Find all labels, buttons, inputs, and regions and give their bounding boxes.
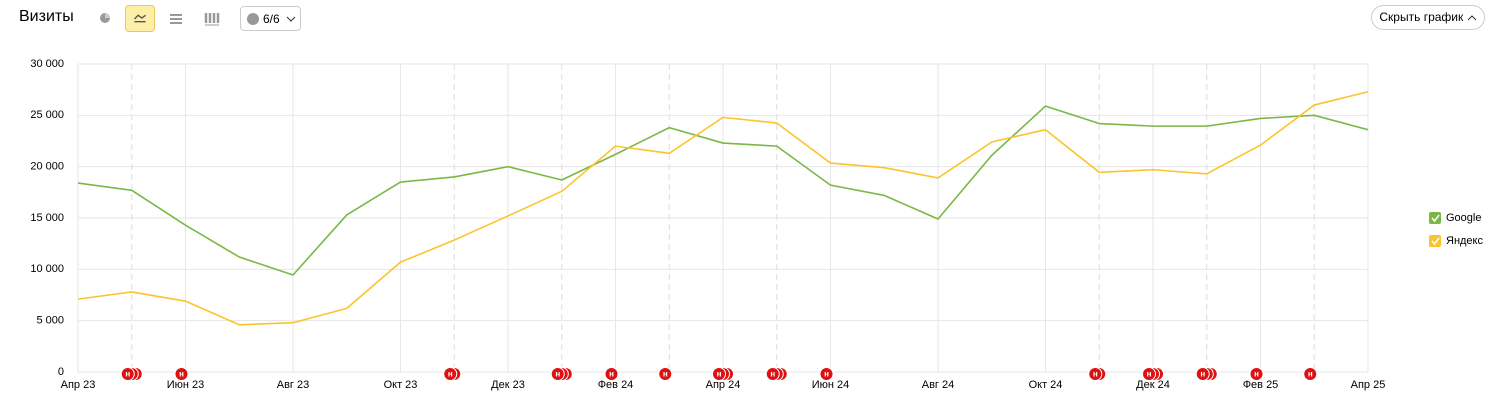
annotation-label: н	[179, 370, 184, 379]
annotation-filter[interactable]: 6/6	[240, 6, 301, 31]
x-tick-label: Дек 23	[491, 379, 525, 391]
annotation-dot	[720, 367, 734, 381]
x-tick-label: Апр 23	[61, 379, 96, 391]
annotation-dot	[658, 367, 673, 381]
annotation-marker: н	[604, 367, 619, 381]
annotation-label: н	[1200, 370, 1205, 379]
x-tick-label: Апр 24	[706, 379, 741, 391]
annotation-dot	[1199, 367, 1214, 381]
y-tick-label: 15 000	[30, 212, 64, 224]
annotation-marker: н	[658, 367, 673, 381]
x-tick-label: Окт 24	[1029, 379, 1063, 391]
y-tick-label: 10 000	[30, 263, 64, 275]
annotation-dot	[769, 367, 784, 381]
legend-checkbox	[1429, 235, 1441, 247]
annotation-dot	[120, 367, 135, 381]
x-tick-label: Апр 25	[1351, 379, 1386, 391]
annotation-marker: н	[1088, 367, 1107, 381]
annotation-label: н	[555, 370, 560, 379]
annotation-dot	[550, 367, 565, 381]
annotation-dot	[819, 367, 834, 381]
y-tick-label: 0	[58, 366, 64, 378]
annotation-dot	[1092, 367, 1107, 381]
filter-count: 6/6	[263, 12, 280, 26]
series-line	[77, 105, 1369, 276]
x-tick-label: Авг 24	[922, 379, 954, 391]
annotation-marker: н	[1195, 367, 1218, 381]
annotation-dot	[1195, 367, 1210, 381]
annotation-dot	[1303, 367, 1318, 381]
annotation-label: н	[125, 370, 130, 379]
legend-check	[1431, 237, 1440, 246]
bar-view-button[interactable]	[196, 5, 226, 32]
annotation-dot	[1249, 367, 1264, 381]
annotation-marker: н	[443, 367, 462, 381]
annotation-label: н	[448, 370, 453, 379]
annotation-dot	[773, 367, 788, 381]
annotation-dot	[716, 367, 730, 381]
annotation-label: н	[1093, 370, 1098, 379]
x-tick-label: Окт 23	[384, 379, 418, 391]
chevron	[286, 16, 296, 22]
annotation-dot	[554, 367, 569, 381]
legend-label: Google	[1446, 212, 1481, 224]
annotation-dot	[604, 367, 619, 381]
toolbar: Визиты 6/6 Скрыть график	[0, 0, 1500, 40]
hide-chart-button[interactable]: Скрыть график	[1371, 5, 1485, 30]
chevron-up	[1467, 15, 1476, 21]
y-tick-label: 30 000	[30, 58, 64, 70]
annotation-marker: н	[174, 367, 189, 381]
y-tick-label: 5 000	[36, 315, 64, 327]
x-tick-label: Фев 25	[1243, 379, 1279, 391]
x-tick-label: Июн 23	[167, 379, 205, 391]
y-tick-label: 20 000	[30, 161, 64, 173]
annotation-marker: н	[550, 367, 573, 381]
annotation-label: н	[1147, 370, 1152, 379]
annotation-marker: н	[712, 367, 734, 381]
annotation-label: н	[609, 370, 614, 379]
annotation-marker: н	[120, 367, 143, 381]
x-tick-label: Дек 24	[1136, 379, 1170, 391]
area-view-button[interactable]	[161, 5, 191, 32]
annotation-dot	[1142, 367, 1156, 381]
annotation-dot	[443, 367, 458, 381]
legend-check	[1431, 214, 1440, 223]
annotation-dot	[447, 367, 462, 381]
pie-view-button[interactable]	[90, 5, 120, 32]
annotation-marker: н	[1249, 367, 1264, 381]
annotation-dot	[1088, 367, 1103, 381]
annotation-dot	[765, 367, 780, 381]
annotation-dot	[712, 367, 726, 381]
annotation-dot	[174, 367, 189, 381]
annotation-dot	[1150, 367, 1164, 381]
annotation-marker: н	[765, 367, 788, 381]
line-view-button[interactable]	[125, 5, 155, 32]
x-tick-label: Авг 23	[277, 379, 309, 391]
hide-chart-label: Скрыть график	[1379, 10, 1464, 24]
annotation-label: н	[1308, 370, 1313, 379]
page-title: Визиты	[19, 8, 74, 25]
annotation-marker: н	[1142, 367, 1164, 381]
annotation-dot	[1203, 367, 1218, 381]
y-tick-label: 25 000	[30, 109, 64, 121]
annotation-dot	[1146, 367, 1160, 381]
series-line	[77, 90, 1369, 326]
comment-icon	[247, 13, 259, 25]
legend-checkbox	[1429, 212, 1441, 224]
annotation-label: н	[1254, 370, 1259, 379]
annotation-dot	[128, 367, 143, 381]
annotation-label: н	[717, 370, 722, 379]
annotation-label: н	[770, 370, 775, 379]
annotation-label: н	[824, 370, 829, 379]
legend-label: Яндекс	[1446, 235, 1483, 247]
annotation-dot	[558, 367, 573, 381]
annotation-dot	[124, 367, 139, 381]
annotation-marker: н	[1303, 367, 1318, 381]
x-tick-label: Фев 24	[598, 379, 634, 391]
annotation-label: н	[663, 370, 668, 379]
annotation-marker: н	[819, 367, 834, 381]
x-tick-label: Июн 24	[812, 379, 850, 391]
